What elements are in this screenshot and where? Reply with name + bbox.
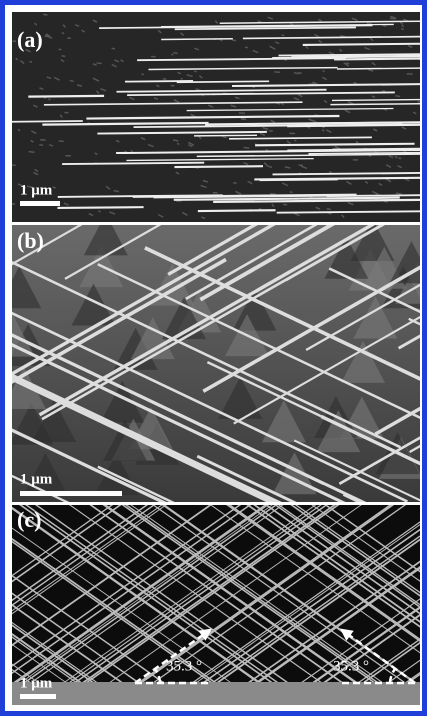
nanowire [12, 165, 16, 166]
nanowire [173, 53, 177, 54]
nanowire [287, 150, 352, 151]
nanowire [28, 96, 104, 97]
nanowire [141, 74, 143, 75]
nanowire [402, 26, 404, 27]
nanowire [114, 191, 119, 192]
scale-text: 1 μm [20, 182, 53, 198]
nanowire [198, 210, 276, 211]
nanowire [282, 35, 285, 36]
nanowire [43, 14, 47, 15]
nanowire [383, 25, 386, 26]
nanowire [297, 123, 398, 124]
scale-bar [20, 201, 60, 206]
nanowire [395, 96, 400, 97]
panel-label: (c) [17, 507, 41, 532]
nanowire [233, 183, 237, 184]
nanowire [53, 187, 56, 188]
scale-bar [20, 694, 56, 699]
nanowire [395, 156, 398, 157]
nanowire [270, 194, 276, 195]
nanowire [57, 207, 143, 208]
scale-bar [20, 491, 122, 496]
panel-label: (a) [17, 27, 43, 52]
nanowire [48, 99, 50, 100]
nanowire [327, 209, 331, 210]
figure: (a) 1 μm (b) 1 μm (c) 1 μm 35.3 ° 35.3 ° [0, 0, 427, 716]
nanowire [177, 81, 269, 82]
nanowire [112, 48, 115, 49]
substrate [12, 682, 420, 705]
scale-text: 1 μm [20, 471, 53, 487]
nanowire [177, 143, 179, 144]
nanowire [174, 166, 263, 167]
nanowire [298, 72, 302, 73]
nanowire [260, 179, 338, 180]
nanowire [29, 152, 35, 153]
nanowire [244, 147, 250, 148]
angle-label: 35.3 ° [333, 658, 369, 674]
nanowire [194, 135, 257, 136]
nanowire [241, 118, 246, 119]
nanowire [161, 39, 233, 40]
nanowire [323, 71, 325, 72]
nanowire [173, 140, 178, 141]
nanowire [171, 54, 173, 55]
nanowire [12, 204, 15, 205]
nanowire [294, 140, 296, 141]
nanowire [396, 193, 402, 194]
panel-label: (b) [17, 228, 44, 253]
nanowire [62, 56, 66, 57]
nanowire [10, 121, 83, 122]
nanowire [290, 192, 293, 193]
scale-text: 1 μm [20, 675, 53, 691]
nanowire [334, 58, 427, 59]
nanowire [70, 81, 74, 82]
nanowire [98, 211, 100, 212]
angle-label: 35.3 ° [166, 658, 202, 674]
nanowire [303, 44, 424, 45]
nanowire [390, 18, 396, 19]
nanowire [232, 40, 236, 41]
